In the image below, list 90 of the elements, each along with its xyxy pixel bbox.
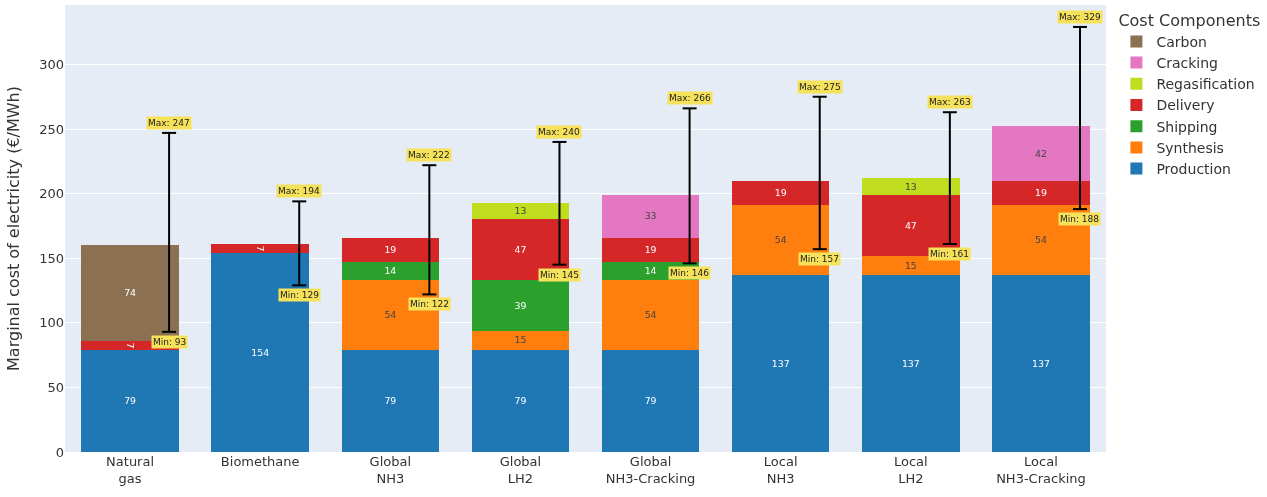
bar [601, 349, 700, 452]
data-label: 7 [254, 245, 266, 252]
data-label: 54 [1034, 234, 1047, 246]
data-label: 79 [644, 395, 657, 407]
legend-label: Shipping [1156, 118, 1218, 135]
annotation: Max: 329 [1059, 12, 1101, 22]
data-label: 54 [384, 309, 397, 321]
legend-label: Cracking [1156, 55, 1218, 72]
data-label: 54 [644, 309, 657, 321]
bar [601, 237, 700, 263]
data-label: 15 [514, 334, 527, 346]
annotation: Min: 146 [670, 268, 710, 278]
data-label: 137 [771, 357, 790, 369]
y-tick-label: 300 [39, 56, 64, 72]
bar [601, 280, 700, 350]
data-label: 33 [644, 210, 657, 222]
bar [341, 262, 440, 281]
y-tick-label: 150 [39, 250, 64, 266]
y-tick-label: 200 [39, 186, 64, 202]
bar [992, 275, 1090, 452]
bar [471, 202, 570, 220]
bar [731, 180, 830, 206]
annotation: Min: 122 [410, 299, 450, 309]
legend-label: Delivery [1156, 97, 1215, 114]
bar [471, 280, 570, 331]
x-tick-label: Local NH3-Cracking [996, 454, 1086, 486]
data-label: 79 [124, 395, 137, 407]
annotation: Min: 145 [540, 270, 580, 280]
legend-label: Regasification [1156, 76, 1255, 93]
bar [992, 126, 1090, 181]
bar [862, 275, 960, 452]
annotation: Max: 194 [278, 186, 320, 196]
legend-label: Synthesis [1156, 139, 1224, 156]
data-label: 79 [514, 395, 527, 407]
bar [992, 180, 1090, 206]
data-label: 47 [904, 219, 917, 231]
x-tick-label: Natural gas [106, 454, 155, 486]
legend-label: Production [1156, 161, 1231, 178]
y-tick-label: 100 [39, 315, 64, 331]
bar [601, 194, 700, 238]
x-tick-label: Local LH2 [893, 454, 928, 486]
x-tick-label: Global NH3 [369, 454, 412, 486]
annotation: Max: 275 [799, 82, 841, 92]
annotation: Max: 222 [408, 150, 450, 160]
annotation: Min: 93 [153, 337, 187, 347]
y-tick-label: 50 [47, 379, 64, 395]
y-tick-label: 0 [55, 444, 64, 460]
data-label: 42 [1034, 147, 1047, 159]
annotation: Min: 161 [930, 249, 970, 259]
bar [341, 349, 440, 452]
annotation: Min: 129 [280, 290, 320, 300]
data-label: 19 [1034, 187, 1047, 199]
data-label: 137 [901, 357, 920, 369]
bar [211, 244, 309, 254]
y-tick-label: 250 [39, 121, 64, 137]
data-label: 13 [904, 180, 917, 192]
annotation: Max: 263 [929, 97, 971, 107]
legend-title: Cost Components [1118, 10, 1261, 30]
data-label: 47 [514, 244, 527, 256]
annotation: Max: 247 [148, 118, 190, 128]
data-label: 137 [1032, 357, 1050, 369]
bar [471, 349, 570, 452]
data-label: 15 [904, 259, 917, 271]
x-tick-label: Global LH2 [499, 454, 542, 486]
data-label: 19 [774, 187, 787, 199]
bar [862, 178, 960, 195]
annotation: Max: 240 [538, 127, 580, 137]
y-axis-title: Marginal cost of electricity (€/MWh) [4, 86, 24, 371]
bar [471, 330, 570, 350]
annotation: Max: 266 [669, 93, 711, 103]
data-label: 7 [124, 342, 136, 349]
data-label: 13 [514, 205, 527, 217]
x-tick-label: Local NH3 [763, 454, 798, 486]
data-label: 19 [384, 244, 397, 256]
data-label: 14 [384, 265, 397, 277]
annotation: Min: 188 [1060, 214, 1100, 224]
bar [81, 349, 179, 452]
x-tick-label: Biomethane [220, 454, 300, 469]
data-label: 19 [644, 244, 657, 256]
data-label: 154 [251, 346, 270, 358]
data-label: 14 [644, 265, 657, 277]
data-label: 39 [514, 299, 527, 311]
x-tick-label: Global NH3-Cracking [605, 454, 696, 486]
annotation: Min: 157 [800, 254, 840, 264]
data-label: 79 [384, 395, 397, 407]
bar [341, 237, 440, 263]
bar [731, 275, 830, 452]
data-label: 74 [124, 287, 137, 299]
legend-label: Carbon [1156, 33, 1207, 50]
data-label: 54 [774, 234, 787, 246]
